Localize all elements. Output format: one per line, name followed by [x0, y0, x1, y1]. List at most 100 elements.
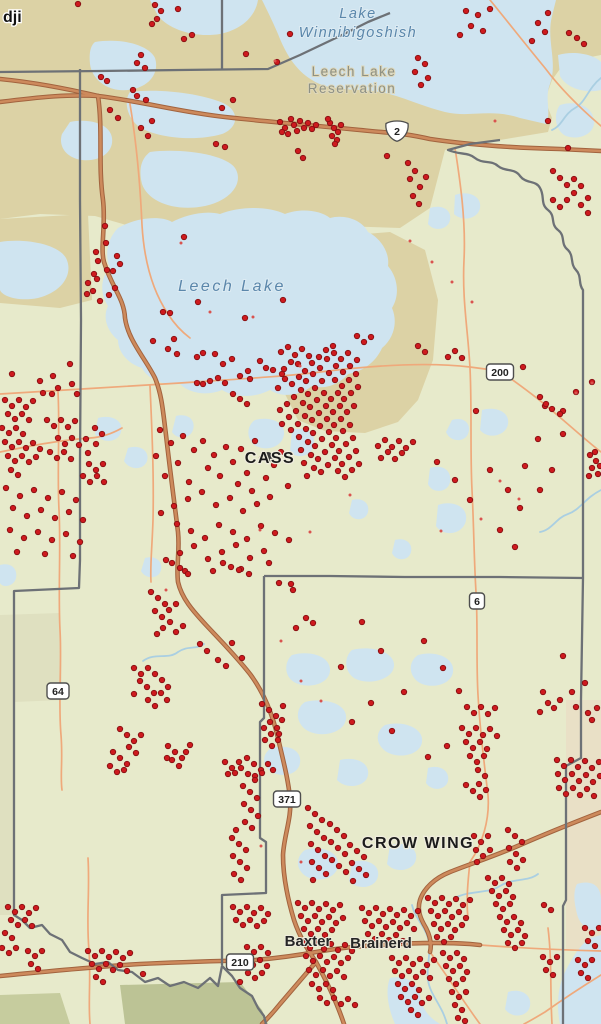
incident-dot[interactable]	[329, 986, 337, 994]
incident-dot[interactable]	[119, 954, 127, 962]
incident-dot[interactable]	[69, 552, 77, 560]
incident-dot[interactable]	[61, 440, 69, 448]
incident-dot[interactable]	[92, 440, 100, 448]
incident-dot[interactable]	[334, 946, 342, 954]
incident-dot[interactable]	[260, 917, 268, 925]
incident-dot[interactable]	[8, 934, 16, 942]
incident-dot[interactable]	[371, 935, 379, 943]
incident-dot[interactable]	[102, 960, 110, 968]
incident-dot[interactable]	[451, 1001, 459, 1009]
incident-dot[interactable]	[388, 727, 396, 735]
incident-dot[interactable]	[25, 909, 33, 917]
incident-dot[interactable]	[474, 11, 482, 19]
incident-dot[interactable]	[0, 944, 6, 952]
incident-dot[interactable]	[438, 894, 446, 902]
incident-dot[interactable]	[460, 955, 468, 963]
incident-dot[interactable]	[243, 469, 251, 477]
incident-dot[interactable]	[41, 550, 49, 558]
incident-dot[interactable]	[316, 952, 324, 960]
incident-dot[interactable]	[320, 834, 328, 842]
incident-dot[interactable]	[251, 974, 259, 982]
incident-dot[interactable]	[253, 922, 261, 930]
incident-dot[interactable]	[476, 738, 484, 746]
incident-dot[interactable]	[185, 478, 193, 486]
incident-dot[interactable]	[11, 457, 19, 465]
incident-dot[interactable]	[304, 438, 312, 446]
incident-dot[interactable]	[74, 0, 82, 8]
incident-dot[interactable]	[14, 471, 22, 479]
incident-dot[interactable]	[347, 389, 355, 397]
incident-dot[interactable]	[514, 926, 522, 934]
incident-dot[interactable]	[493, 732, 501, 740]
incident-dot[interactable]	[285, 536, 293, 544]
incident-dot[interactable]	[275, 730, 283, 738]
incident-dot[interactable]	[582, 771, 590, 779]
incident-dot[interactable]	[382, 923, 390, 931]
incident-dot[interactable]	[594, 470, 601, 478]
incident-dot-small[interactable]	[208, 310, 212, 314]
incident-dot[interactable]	[204, 464, 212, 472]
incident-dot[interactable]	[260, 547, 268, 555]
incident-dot[interactable]	[451, 926, 459, 934]
incident-dot[interactable]	[345, 453, 353, 461]
incident-dot[interactable]	[337, 121, 345, 129]
incident-dot-small[interactable]	[308, 530, 312, 534]
incident-dot[interactable]	[318, 918, 326, 926]
incident-dot[interactable]	[313, 396, 321, 404]
incident-dot[interactable]	[384, 448, 392, 456]
incident-dot[interactable]	[327, 838, 335, 846]
incident-dot[interactable]	[260, 724, 268, 732]
incident-dot[interactable]	[86, 478, 94, 486]
incident-dot[interactable]	[422, 173, 430, 181]
incident-dot[interactable]	[337, 415, 345, 423]
incident-dot[interactable]	[564, 144, 572, 152]
incident-dot[interactable]	[294, 147, 302, 155]
incident-dot[interactable]	[588, 764, 596, 772]
incident-dot[interactable]	[414, 907, 422, 915]
incident-dot[interactable]	[257, 522, 265, 530]
incident-dot[interactable]	[229, 852, 237, 860]
incident-dot[interactable]	[273, 724, 281, 732]
incident-dot[interactable]	[586, 451, 594, 459]
incident-dot[interactable]	[473, 758, 481, 766]
incident-dot[interactable]	[116, 260, 124, 268]
incident-dot[interactable]	[337, 1000, 345, 1008]
incident-dot[interactable]	[338, 382, 346, 390]
incident-dot[interactable]	[439, 949, 447, 957]
incident-dot[interactable]	[83, 290, 91, 298]
incident-dot[interactable]	[256, 357, 264, 365]
incident-dot[interactable]	[467, 22, 475, 30]
incident-dot[interactable]	[556, 410, 564, 418]
incident-dot[interactable]	[433, 933, 441, 941]
incident-dot[interactable]	[476, 793, 484, 801]
incident-dot[interactable]	[328, 856, 336, 864]
incident-dot[interactable]	[303, 472, 311, 480]
incident-dot[interactable]	[311, 912, 319, 920]
incident-dot[interactable]	[561, 776, 569, 784]
incident-dot[interactable]	[51, 514, 59, 522]
incident-dot[interactable]	[453, 949, 461, 957]
incident-dot[interactable]	[415, 986, 423, 994]
incident-dot[interactable]	[13, 548, 21, 556]
incident-dot[interactable]	[546, 958, 554, 966]
incident-dot[interactable]	[244, 969, 252, 977]
incident-dot[interactable]	[349, 434, 357, 442]
incident-dot[interactable]	[244, 367, 252, 375]
incident-dot[interactable]	[488, 887, 496, 895]
incident-dot[interactable]	[417, 81, 425, 89]
incident-dot[interactable]	[563, 196, 571, 204]
incident-dot[interactable]	[190, 542, 198, 550]
incident-dot[interactable]	[292, 624, 300, 632]
incident-dot[interactable]	[396, 924, 404, 932]
incident-dot[interactable]	[25, 416, 33, 424]
incident-dot[interactable]	[321, 448, 329, 456]
incident-dot[interactable]	[353, 332, 361, 340]
incident-dot[interactable]	[214, 374, 222, 382]
incident-dot[interactable]	[341, 941, 349, 949]
incident-dot[interactable]	[311, 810, 319, 818]
incident-dot[interactable]	[50, 422, 58, 430]
incident-dot[interactable]	[372, 904, 380, 912]
incident-dot[interactable]	[14, 921, 22, 929]
incident-dot[interactable]	[267, 730, 275, 738]
incident-dot[interactable]	[12, 424, 20, 432]
